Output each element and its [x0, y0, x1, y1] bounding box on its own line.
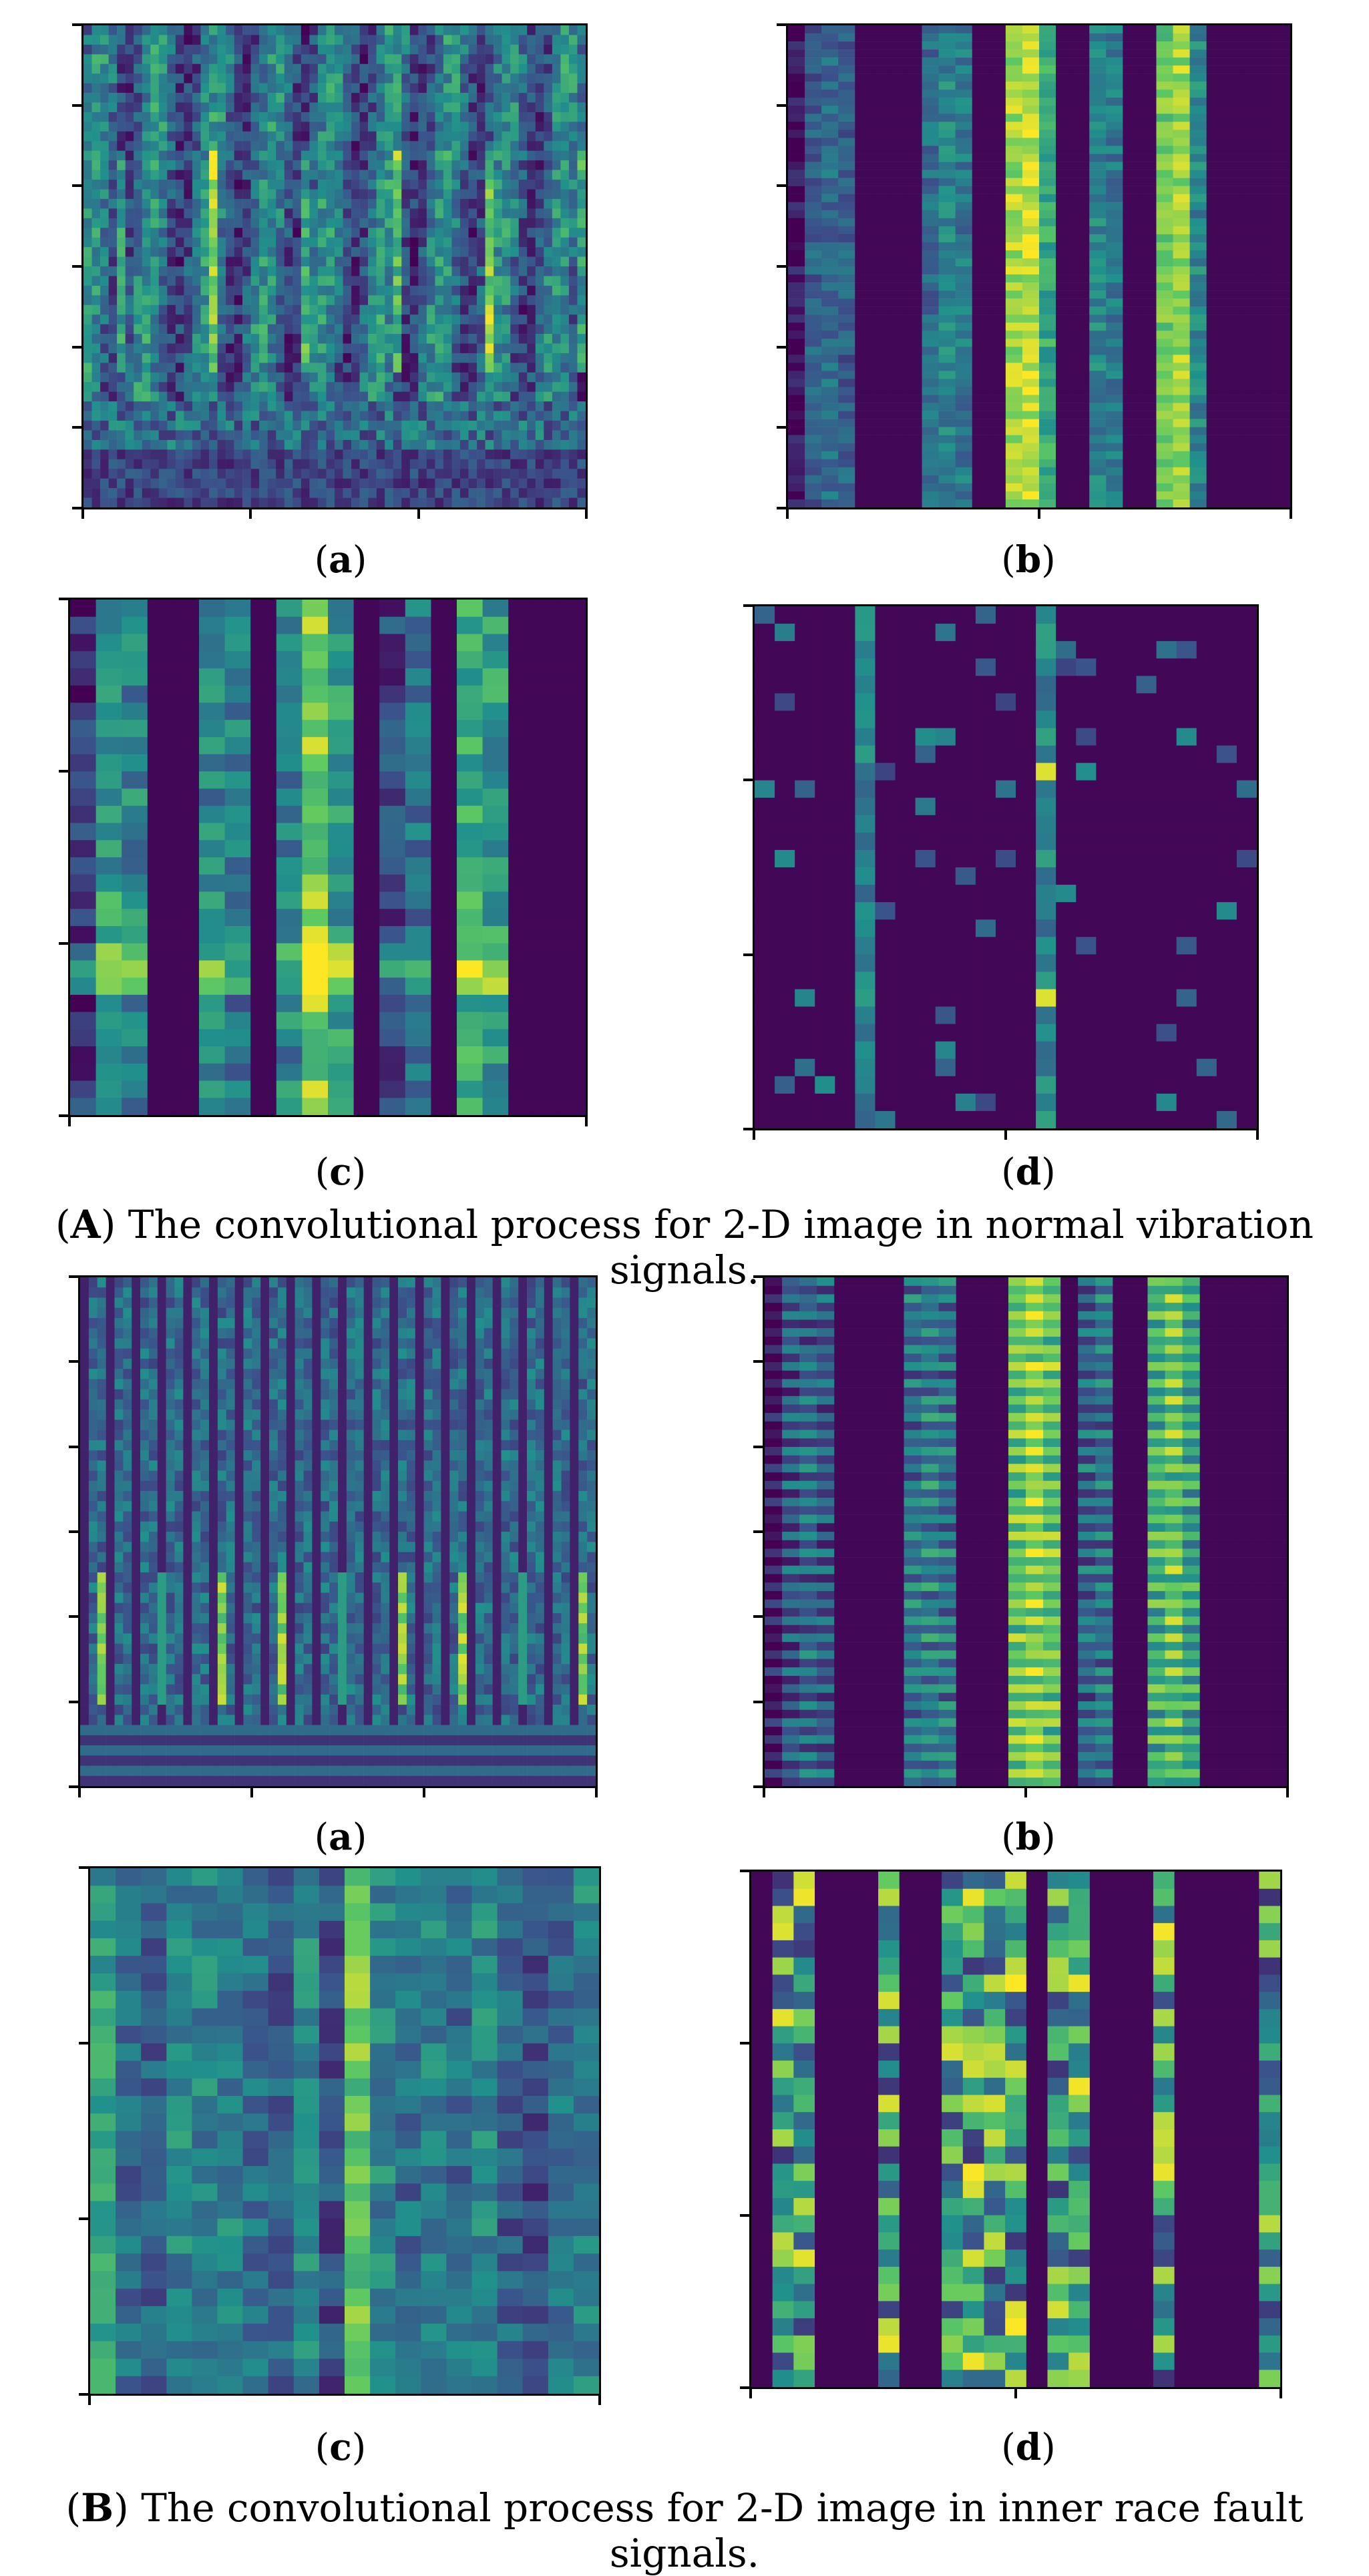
section-a-panel-d	[738, 604, 1259, 1145]
y-tick	[777, 426, 786, 429]
y-tick	[59, 598, 68, 600]
y-tick	[753, 1275, 763, 1278]
y-tick	[72, 507, 81, 509]
x-tick	[1290, 509, 1292, 519]
x-tick	[78, 1788, 81, 1797]
y-tick	[740, 2386, 749, 2389]
section-a-label-c: (c)	[315, 1150, 367, 1193]
section-a-label-b: (b)	[1001, 538, 1056, 581]
y-tick	[79, 2042, 88, 2045]
section-b-panel-d	[735, 1870, 1282, 2404]
y-tick	[777, 345, 786, 349]
y-tick	[740, 2214, 749, 2217]
section-a-caption: (A) The convolutional process for 2-D im…	[55, 1202, 1314, 1293]
y-tick	[777, 507, 786, 509]
y-tick	[753, 1530, 763, 1533]
x-tick	[585, 509, 588, 519]
y-tick	[79, 1866, 88, 1869]
B-d-heatmap	[749, 1870, 1282, 2389]
y-tick	[72, 23, 81, 26]
y-tick	[59, 770, 68, 773]
y-tick	[72, 265, 81, 268]
section-b-label-d: (d)	[1001, 2425, 1056, 2468]
y-tick	[740, 2042, 749, 2045]
y-tick	[753, 1360, 763, 1363]
y-tick	[69, 1615, 78, 1619]
x-tick	[1280, 2389, 1282, 2398]
y-tick	[743, 779, 753, 782]
y-tick	[743, 1128, 753, 1130]
section-b-label-b: (b)	[1001, 1815, 1056, 1858]
y-tick	[777, 103, 786, 107]
y-tick	[743, 953, 753, 956]
y-tick	[777, 265, 786, 268]
x-tick	[598, 2396, 601, 2405]
y-tick	[69, 1700, 78, 1703]
section-b-label-a: (a)	[314, 1815, 367, 1858]
y-tick	[777, 23, 786, 26]
y-tick	[72, 103, 81, 107]
x-tick	[786, 509, 789, 519]
y-tick	[777, 184, 786, 188]
y-tick	[59, 942, 68, 945]
y-tick	[743, 604, 753, 607]
section-b-panel-a	[63, 1275, 598, 1803]
x-tick	[417, 509, 420, 519]
section-a-label-d: (d)	[1001, 1150, 1056, 1193]
y-tick	[72, 345, 81, 349]
x-tick	[1286, 1788, 1289, 1797]
x-tick	[81, 509, 84, 519]
y-tick	[72, 184, 81, 188]
y-tick	[69, 1785, 78, 1788]
x-tick	[1014, 2389, 1017, 2398]
x-tick	[250, 1788, 253, 1797]
x-tick	[1256, 1130, 1259, 1140]
x-tick	[595, 1788, 598, 1797]
y-tick	[753, 1445, 763, 1448]
y-tick	[79, 2393, 88, 2396]
y-tick	[69, 1445, 78, 1448]
B-b-heatmap	[763, 1275, 1289, 1788]
section-b-label-c: (c)	[315, 2425, 367, 2468]
x-tick	[753, 1130, 755, 1140]
section-a-panel-c	[53, 598, 588, 1132]
section-a-label-a: (a)	[314, 538, 367, 581]
y-tick	[740, 1870, 749, 1872]
section-b-caption: (B) The convolutional process for 2-D im…	[65, 2485, 1304, 2576]
y-tick	[69, 1360, 78, 1363]
B-a-heatmap	[78, 1275, 598, 1788]
A-d-heatmap	[753, 604, 1259, 1130]
x-tick	[249, 509, 252, 519]
x-tick	[1038, 509, 1040, 519]
section-b-panel-c	[73, 1866, 601, 2410]
y-tick	[753, 1700, 763, 1703]
x-tick	[423, 1788, 425, 1797]
A-b-heatmap	[786, 23, 1292, 509]
x-tick	[1004, 1130, 1007, 1140]
section-a-panel-a	[67, 23, 588, 524]
section-b-panel-b	[748, 1275, 1289, 1803]
x-tick	[88, 2396, 91, 2405]
y-tick	[69, 1530, 78, 1533]
y-tick	[59, 1114, 68, 1117]
A-a-heatmap	[81, 23, 588, 509]
x-tick	[1024, 1788, 1027, 1797]
y-tick	[753, 1785, 763, 1788]
x-tick	[763, 1788, 765, 1797]
y-tick	[69, 1275, 78, 1278]
x-tick	[585, 1117, 588, 1126]
A-c-heatmap	[68, 598, 588, 1117]
B-c-heatmap	[88, 1866, 601, 2396]
x-tick	[749, 2389, 752, 2398]
x-tick	[68, 1117, 71, 1126]
y-tick	[72, 426, 81, 429]
y-tick	[79, 2217, 88, 2220]
section-a-panel-b	[771, 23, 1292, 524]
y-tick	[753, 1615, 763, 1619]
